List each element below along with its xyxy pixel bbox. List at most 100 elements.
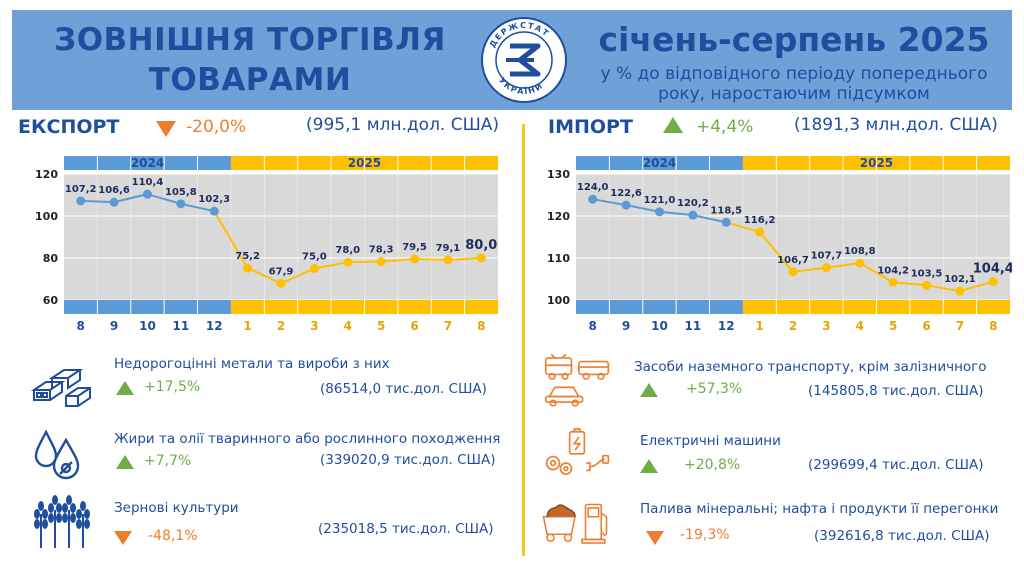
import-data-point (688, 210, 698, 220)
import-line-segment (826, 262, 860, 269)
import-xtick-label: 10 (651, 319, 668, 333)
export-data-point (376, 257, 386, 267)
import-data-point (888, 277, 898, 287)
import-data-label: 104,2 (877, 265, 909, 276)
export-data-point (142, 189, 152, 199)
import-data-label: 121,0 (644, 195, 676, 206)
import-ytick-label: 130 (547, 168, 570, 181)
export-data-label: 80,0 (465, 238, 497, 253)
export-product-3-down-icon (114, 531, 132, 545)
export-year-label: 2024 (131, 156, 164, 170)
import-data-label: 102,1 (944, 274, 976, 285)
import-year-band-bottom (576, 300, 743, 314)
export-product-2-value: (339020,9 тис.дол. США) (320, 452, 496, 468)
metal-bars-icon (30, 369, 91, 407)
export-xtick-label: 2 (277, 319, 285, 333)
import-data-label: 122,6 (610, 188, 642, 199)
wheat-icon (34, 495, 90, 548)
export-line-segment (147, 193, 182, 205)
import-trend-up-icon (663, 117, 683, 133)
export-title: ЕКСПОРТ (18, 116, 120, 138)
export-line-segment (447, 257, 482, 261)
import-line-segment (758, 231, 794, 273)
subtitle-line-2: року, наростаючим підсумком (658, 84, 930, 104)
import-year-band-top (576, 156, 743, 170)
export-line-segment (314, 261, 348, 270)
electric-machines-icon (545, 428, 610, 475)
import-line-chart: 100 110 120 130 2024 2025 8 9 10 11 12 1 2 3 4 5 6 7 8 124,… (532, 152, 1014, 346)
export-data-label: 110,4 (132, 177, 164, 188)
export-year-band-bottom (64, 300, 231, 314)
import-line-segment (893, 281, 927, 287)
export-data-label: 105,8 (165, 187, 197, 198)
export-xtick-label: 10 (139, 319, 156, 333)
land-transport-icon (544, 353, 610, 407)
export-ytick-label: 60 (43, 294, 59, 307)
export-data-point (343, 257, 353, 267)
import-line-segment (592, 198, 627, 207)
import-data-point (755, 227, 765, 237)
export-line-segment (180, 202, 215, 213)
oil-drops-icon (34, 429, 80, 480)
import-data-label: 106,7 (777, 255, 809, 266)
export-data-label: 79,5 (402, 242, 427, 253)
import-data-label: 104,4 (973, 262, 1012, 277)
export-line-segment (381, 258, 415, 263)
export-line-segment (80, 199, 115, 204)
import-product-1-name: Засоби наземного транспорту, крім залізн… (634, 359, 987, 375)
export-change: -20,0% (186, 117, 247, 137)
import-xtick-label: 1 (755, 319, 763, 333)
import-product-3-value: (392616,8 тис.дол. США) (814, 528, 990, 544)
export-data-label: 78,3 (369, 245, 394, 256)
import-data-label: 103,5 (911, 268, 943, 279)
import-data-point (654, 207, 664, 217)
export-xtick-label: 11 (172, 319, 189, 333)
import-product-3-down-icon (646, 531, 664, 545)
import-xtick-label: 9 (622, 319, 630, 333)
title-line-1: ЗОВНІШНЯ ТОРГІВЛЯ (54, 22, 446, 58)
export-product-3-change: -48,1% (148, 528, 198, 544)
export-year-label: 2025 (348, 156, 381, 170)
export-product-1-up-icon (116, 381, 134, 395)
export-data-point (309, 264, 319, 273)
export-xtick-label: 8 (77, 319, 85, 333)
import-year-label: 2024 (643, 156, 676, 170)
title-line-2: ТОВАРАМИ (148, 62, 352, 98)
period-subtitle: у % до відповідного періоду попереднього… (584, 64, 1004, 104)
export-line-segment (414, 258, 448, 261)
import-data-label: 108,8 (844, 246, 876, 257)
import-data-label: 116,2 (744, 215, 776, 226)
import-data-label: 124,0 (577, 182, 609, 193)
import-data-point (855, 258, 865, 268)
import-line-segment (792, 266, 827, 273)
export-data-point (176, 199, 186, 209)
export-product-2-change: +7,7% (144, 453, 192, 469)
export-xtick-label: 8 (477, 319, 485, 333)
import-line-segment (959, 280, 994, 293)
import-data-point (721, 217, 731, 227)
import-product-3-name: Палива мінеральні; нафта і продукти її п… (640, 501, 999, 517)
import-product-1-change: +57,3% (686, 381, 743, 397)
import-ytick-label: 110 (547, 252, 570, 265)
import-product-2-change: +20,8% (684, 457, 741, 473)
import-data-point (955, 286, 965, 296)
export-data-label: 79,1 (436, 243, 461, 254)
import-data-point (588, 194, 598, 204)
header-banner: ЗОВНІШНЯ ТОРГІВЛЯ ТОВАРАМИ ДЕРЖСТАТ УКРА… (12, 10, 1012, 110)
import-change: +4,4% (696, 117, 754, 137)
import-product-1-up-icon (640, 383, 658, 397)
export-data-point (109, 197, 119, 207)
import-line-segment (859, 262, 894, 284)
import-line-segment (725, 221, 760, 233)
export-line-segment (113, 193, 148, 204)
export-product-3-value: (235018,5 тис.дол. США) (318, 521, 494, 537)
export-total: (995,1 млн.дол. США) (306, 115, 500, 135)
import-line-segment (625, 204, 660, 213)
export-product-2-up-icon (116, 455, 134, 469)
export-line-segment (347, 260, 382, 264)
export-xtick-label: 7 (444, 319, 452, 333)
export-trend-down-icon (156, 121, 176, 137)
export-ytick-label: 100 (35, 210, 58, 223)
import-product-2-name: Електричні машини (640, 433, 781, 449)
